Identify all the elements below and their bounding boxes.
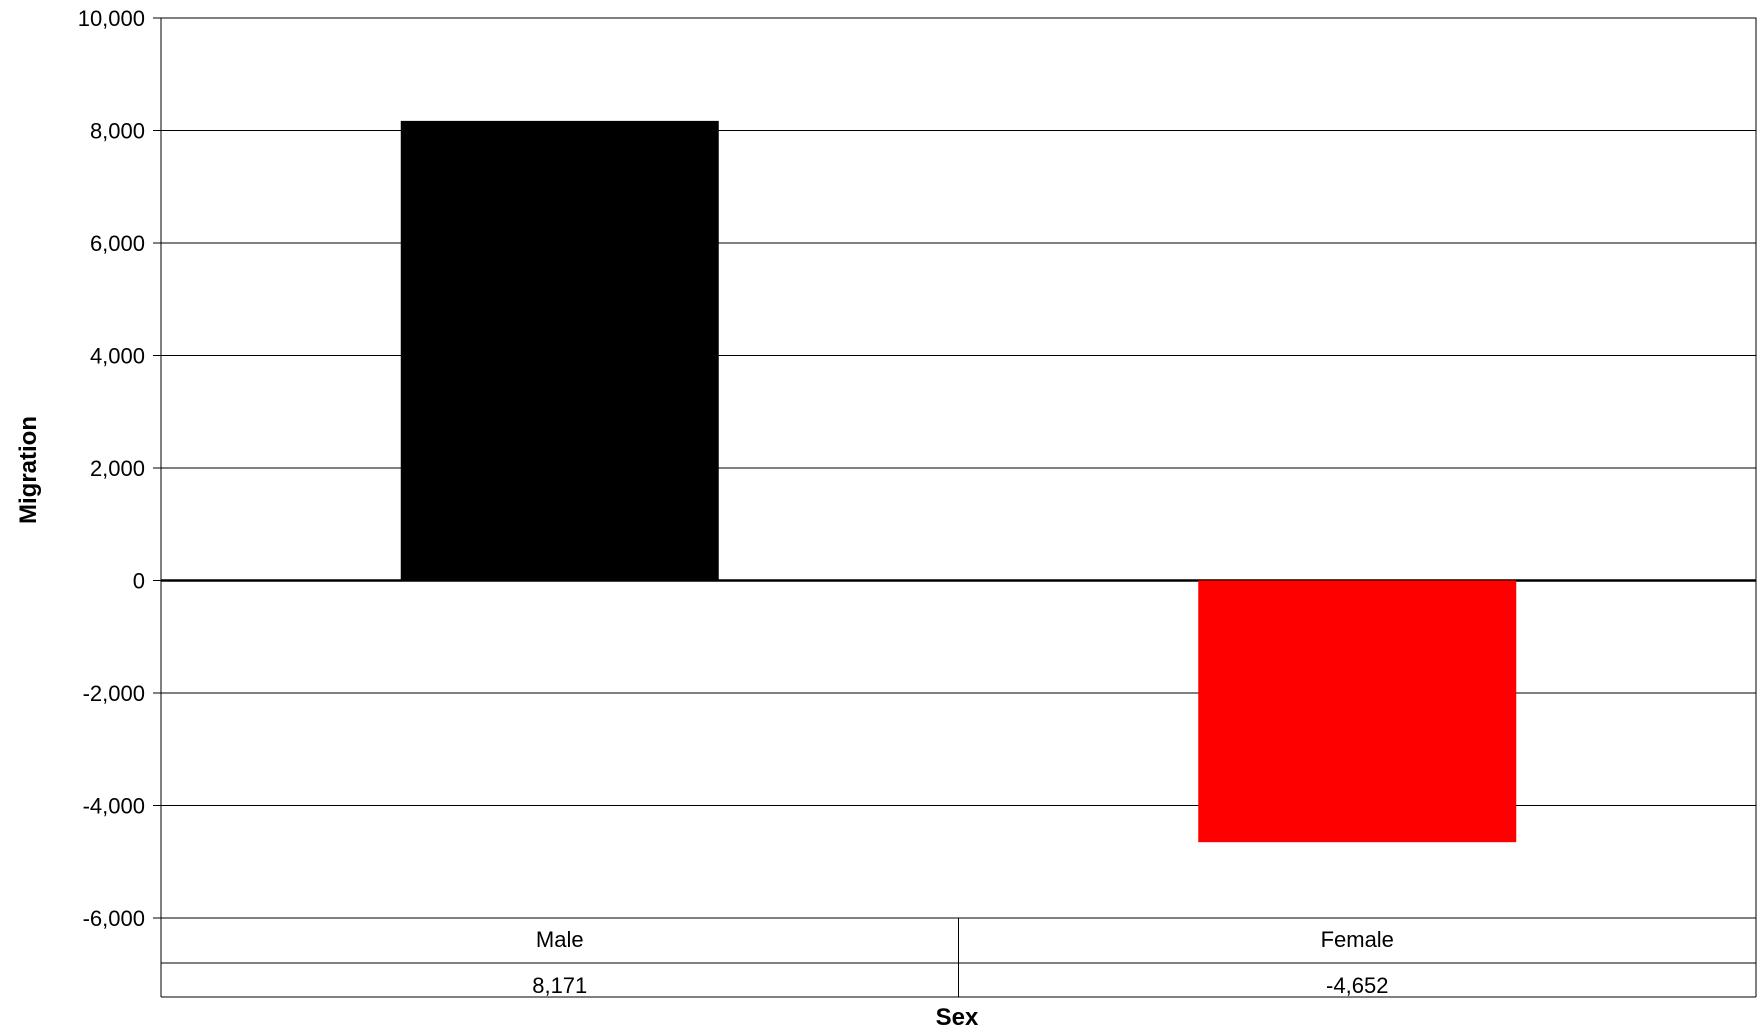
data-table-value: 8,171 [532, 973, 587, 998]
gridlines [161, 17, 1756, 919]
y-tick-label: 10,000 [78, 6, 145, 31]
data-table: Male 8,171 Female -4,652 [160, 918, 1757, 998]
category-label: Female [1321, 927, 1394, 952]
bars [400, 120, 1517, 843]
category-label: Male [536, 927, 584, 952]
y-axis-title: Migration [15, 416, 42, 524]
y-tick-label: 0 [133, 569, 145, 594]
bar-male [400, 120, 719, 581]
bar-female [1198, 580, 1517, 843]
y-tick-label: 4,000 [90, 344, 145, 369]
data-table-value: -4,652 [1326, 973, 1388, 998]
y-tick-label: 2,000 [90, 456, 145, 481]
y-tick-label: -2,000 [83, 681, 145, 706]
y-tick-label: -6,000 [83, 906, 145, 931]
x-axis-title: Sex [936, 1004, 979, 1031]
y-tick-label: 6,000 [90, 231, 145, 256]
y-tick-labels: 10,000 8,000 6,000 4,000 2,000 0 -2,000 -4,000 -… [78, 6, 145, 931]
y-tick-label: -4,000 [83, 794, 145, 819]
y-tick-label: 8,000 [90, 119, 145, 144]
